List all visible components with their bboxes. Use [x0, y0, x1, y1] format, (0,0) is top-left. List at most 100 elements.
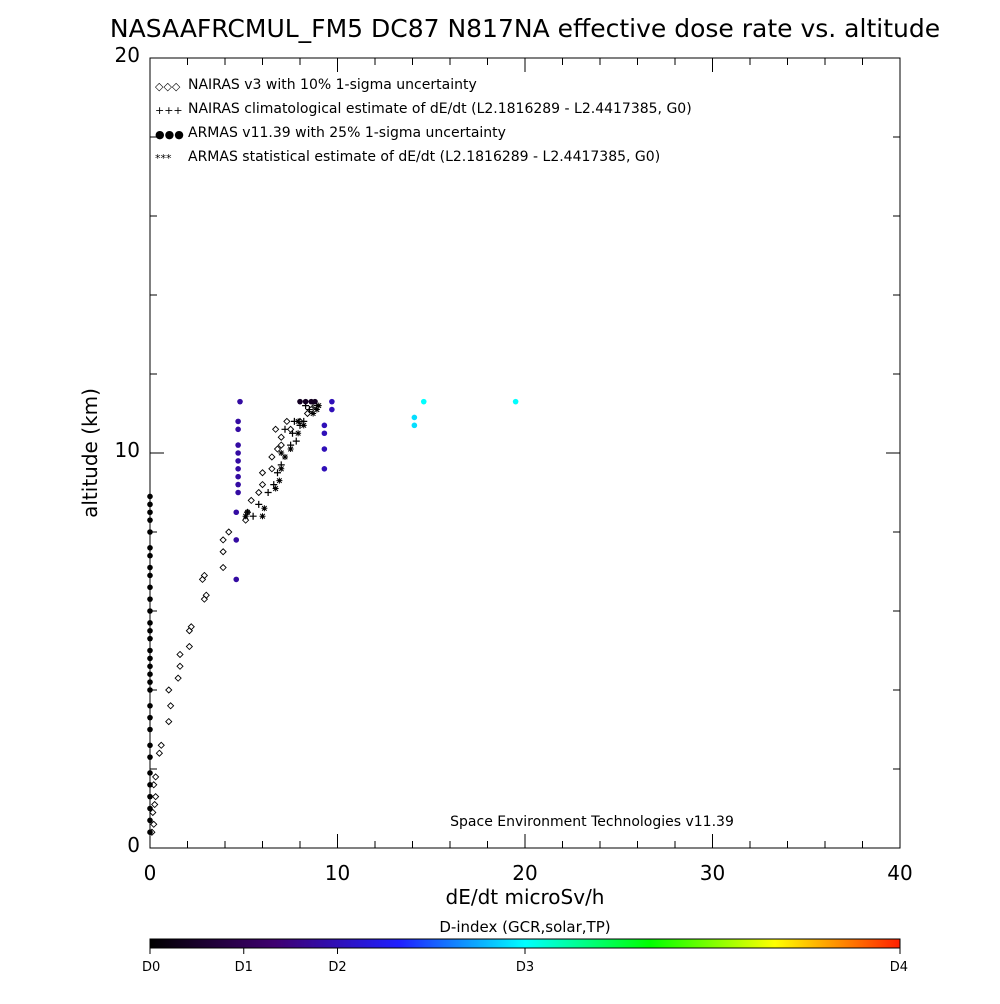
- legend-symbol: ●●●: [155, 128, 184, 141]
- legend-label: NAIRAS v3 with 10% 1-sigma uncertainty: [188, 77, 477, 93]
- armas-point: [147, 817, 153, 824]
- armas-stat-point: [315, 402, 322, 409]
- y-tick-label: 0: [127, 833, 140, 857]
- y-axis: 0 10 20: [115, 43, 900, 857]
- nairas-point: [219, 563, 227, 572]
- nairas-point: [247, 496, 255, 505]
- armas-point: [147, 726, 153, 733]
- y-axis-label: altitude (km): [78, 388, 102, 518]
- armas-stat-point: [282, 453, 288, 460]
- colorbar-label: D1: [235, 960, 253, 975]
- armas-point: [147, 627, 153, 634]
- armas-stat-point: [259, 513, 266, 520]
- armas-point: [321, 422, 328, 429]
- armas-point: [235, 426, 241, 433]
- colorbar-ticks: D0 D1 D2 D3 D4: [142, 948, 908, 975]
- armas-point: [235, 466, 241, 472]
- nairas-point: [176, 662, 184, 670]
- nairas-point: [166, 702, 175, 710]
- armas-point: [302, 398, 309, 405]
- armas-point: [147, 552, 153, 559]
- armas-point: [147, 647, 153, 654]
- nairas-point: [283, 417, 291, 426]
- nairas-point: [187, 623, 195, 631]
- armas-point: [147, 754, 153, 760]
- armas-point: [312, 398, 318, 405]
- armas-point: [235, 442, 241, 448]
- armas-point: [147, 793, 153, 800]
- legend: ◇◇◇ NAIRAS v3 with 10% 1-sigma uncertaint…: [155, 77, 692, 165]
- nairas-point: [165, 717, 173, 726]
- armas-stat-point: [310, 410, 317, 417]
- nairas-point: [198, 575, 207, 584]
- chart-title: NASAAFRCMUL_FM5 DC87 N817NA effective do…: [110, 14, 940, 43]
- nairas-point: [225, 528, 233, 536]
- y-tick-label: 20: [115, 43, 140, 67]
- armas-point: [411, 414, 418, 421]
- nairas-point: [277, 433, 285, 441]
- nairas-point: [277, 441, 285, 449]
- nairas-point: [185, 642, 194, 651]
- nairas-point: [271, 425, 280, 433]
- nairas-point: [176, 650, 184, 659]
- armas-point: [147, 805, 153, 812]
- nairas-point: [273, 445, 282, 453]
- x-tick-label: 40: [887, 861, 912, 885]
- x-tick-label: 20: [512, 861, 537, 885]
- armas-point: [411, 422, 418, 429]
- armas-point: [329, 398, 335, 405]
- armas-point: [147, 671, 153, 677]
- x-tick-label: 30: [700, 861, 725, 885]
- nairas-point: [219, 548, 227, 556]
- legend-symbol: +++: [155, 104, 183, 117]
- legend-label: NAIRAS climatological estimate of dE/dt …: [188, 101, 692, 117]
- armas-point: [235, 489, 241, 496]
- nairas-point: [185, 627, 194, 635]
- legend-symbol: ***: [155, 152, 172, 165]
- nairas-point: [157, 741, 165, 749]
- armas-stat-point: [272, 485, 279, 492]
- nairas-point: [151, 793, 160, 801]
- armas-point: [237, 398, 243, 405]
- armas-point: [147, 501, 153, 508]
- colorbar-label: D0: [142, 960, 160, 975]
- colorbar-title: D-index (GCR,solar,TP): [439, 918, 610, 936]
- armas-point: [147, 655, 153, 662]
- armas-stat-point: [242, 513, 249, 520]
- armas-point: [233, 537, 240, 543]
- armas-point: [147, 663, 153, 670]
- nairas-point: [268, 453, 276, 461]
- armas-point: [147, 517, 153, 523]
- x-tick-label: 0: [144, 861, 157, 885]
- armas-point: [147, 572, 153, 579]
- armas-stat-point: [295, 430, 302, 437]
- nairas-point: [255, 488, 263, 497]
- armas-point: [147, 529, 153, 535]
- armas-point: [147, 687, 153, 693]
- armas-point: [147, 714, 153, 721]
- armas-point: [147, 635, 153, 642]
- armas-stat-point: [300, 422, 307, 429]
- legend-symbol: ◇◇◇: [155, 80, 181, 93]
- legend-label: ARMAS statistical estimate of dE/dt (L2.…: [188, 149, 660, 165]
- armas-point: [233, 509, 240, 516]
- x-tick-label: 10: [325, 861, 350, 885]
- armas-point: [297, 398, 303, 405]
- nairas-clim-point: [255, 500, 263, 508]
- armas-stat-point: [278, 465, 285, 472]
- nairas-point: [155, 749, 164, 757]
- nairas-point: [200, 571, 209, 580]
- armas-point: [147, 509, 153, 516]
- armas-stat-point: [261, 505, 268, 512]
- armas-point: [147, 829, 153, 835]
- armas-point: [321, 430, 328, 437]
- nairas-clim-point: [289, 429, 296, 437]
- armas-point: [147, 545, 153, 551]
- armas-point: [512, 398, 519, 405]
- y-tick-label: 10: [115, 438, 140, 462]
- armas-point: [147, 679, 153, 685]
- nairas-point: [150, 820, 158, 828]
- nairas-clim-point: [281, 425, 289, 433]
